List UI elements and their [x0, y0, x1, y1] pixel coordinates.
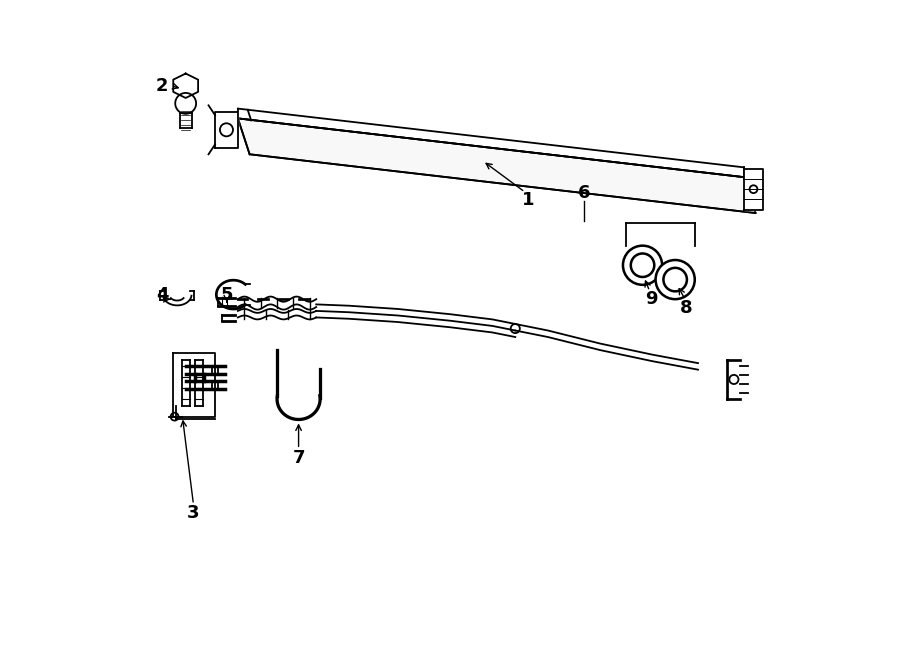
Text: 1: 1 [522, 191, 535, 209]
Polygon shape [743, 169, 763, 210]
Polygon shape [215, 112, 238, 148]
Text: 5: 5 [220, 286, 233, 303]
Text: 3: 3 [187, 504, 200, 522]
Text: 9: 9 [644, 290, 657, 308]
Circle shape [663, 268, 687, 292]
Polygon shape [238, 118, 755, 213]
Text: 7: 7 [292, 449, 305, 467]
Text: 8: 8 [680, 299, 693, 317]
Circle shape [631, 253, 654, 277]
Text: 6: 6 [578, 184, 590, 202]
Text: 4: 4 [157, 286, 169, 303]
Text: 2: 2 [156, 77, 167, 95]
Circle shape [623, 246, 662, 285]
Circle shape [655, 260, 695, 299]
